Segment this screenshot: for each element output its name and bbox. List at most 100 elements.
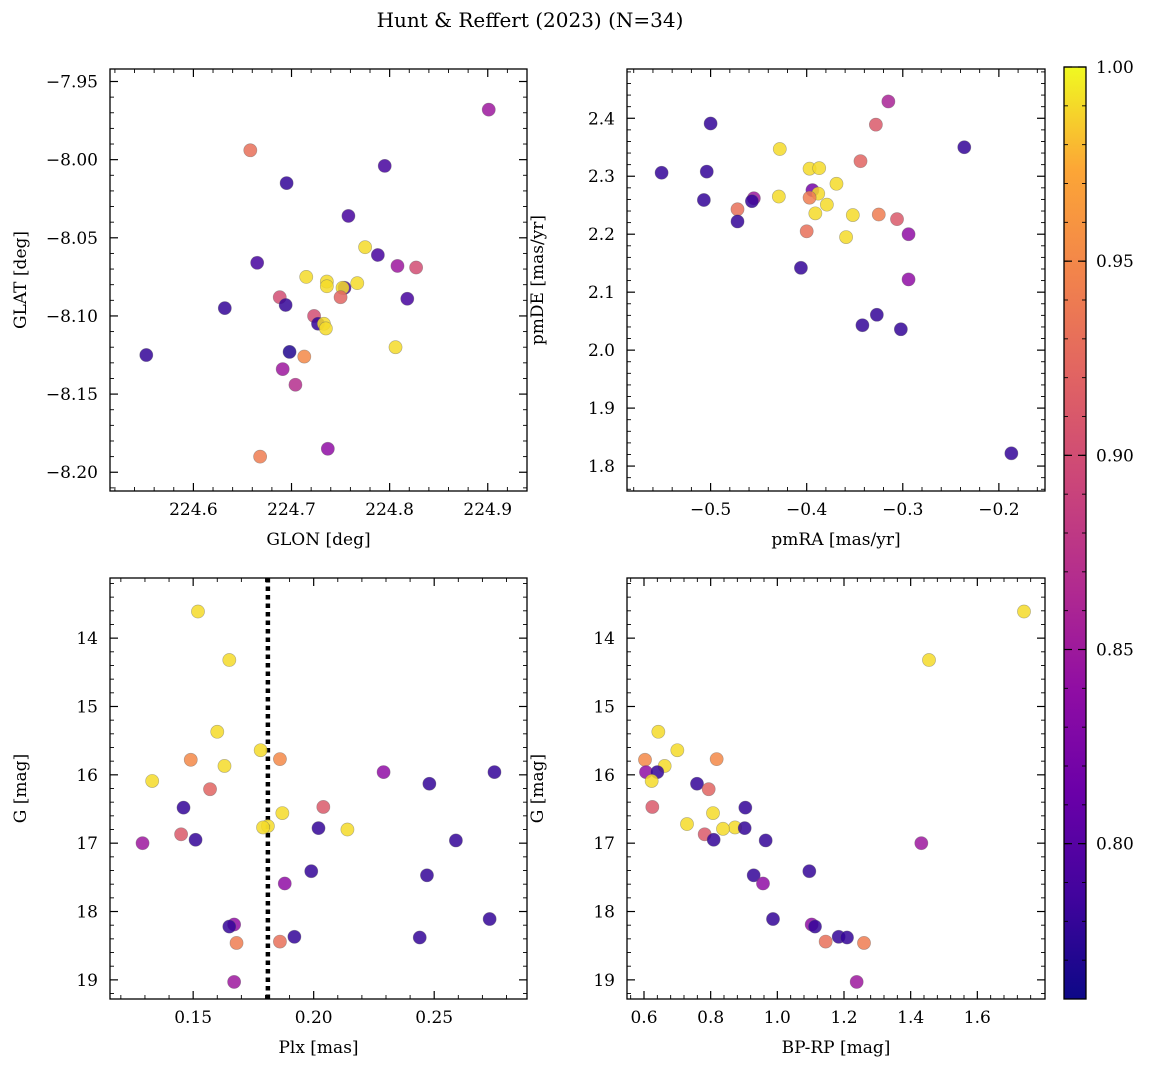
data-point xyxy=(420,868,434,883)
x-tick-label: −0.3 xyxy=(882,500,923,520)
x-tick-label: 224.9 xyxy=(463,500,512,520)
data-point xyxy=(699,164,714,179)
data-point xyxy=(448,833,463,848)
x-tick-label: 224.7 xyxy=(267,500,316,520)
x-tick-label: 0.25 xyxy=(415,1008,453,1028)
data-point xyxy=(703,116,718,131)
data-point xyxy=(222,653,237,667)
y-tick-label: 14 xyxy=(593,629,615,649)
data-point xyxy=(871,207,886,222)
data-point xyxy=(299,269,314,284)
data-point xyxy=(222,919,237,934)
y-tick-label: 18 xyxy=(593,903,615,923)
data-point xyxy=(745,194,759,209)
x-tick-label: 1.2 xyxy=(830,1008,857,1028)
minor-ticks xyxy=(110,578,527,999)
data-point xyxy=(287,929,302,944)
data-point xyxy=(191,604,205,619)
data-point xyxy=(377,159,392,173)
data-point xyxy=(217,759,232,773)
data-point xyxy=(701,782,716,797)
y-axis-label: GLAT [deg] xyxy=(11,231,31,329)
data-point xyxy=(901,227,916,242)
data-point xyxy=(737,821,752,836)
data-point xyxy=(706,832,721,847)
data-point xyxy=(139,348,154,362)
x-axis-label: BP-RP [mag] xyxy=(782,1038,891,1058)
y-tick-label: 15 xyxy=(76,697,98,717)
data-point xyxy=(644,774,659,788)
x-tick-label: 1.0 xyxy=(764,1008,791,1028)
data-point xyxy=(481,102,496,117)
data-point xyxy=(914,836,929,851)
major-ticks xyxy=(110,578,527,999)
x-tick-label: −0.4 xyxy=(786,500,827,520)
data-point xyxy=(304,864,319,879)
y-axis-label: G [mag] xyxy=(11,754,31,823)
data-point xyxy=(758,833,773,848)
x-tick-label: 224.6 xyxy=(169,500,218,520)
data-point xyxy=(869,307,884,322)
data-point xyxy=(412,930,427,945)
data-point xyxy=(638,752,652,767)
axes-frame xyxy=(626,577,1046,1000)
data-point xyxy=(893,322,908,337)
data-point xyxy=(670,743,685,758)
data-point xyxy=(340,822,355,837)
major-ticks xyxy=(110,69,527,491)
data-point xyxy=(279,176,294,190)
data-point xyxy=(829,176,844,191)
colorbar-tick-label: 0.85 xyxy=(1096,641,1134,661)
x-axis-label: pmRA [mas/yr] xyxy=(771,530,900,550)
data-point xyxy=(922,653,936,667)
y-tick-label: 2.2 xyxy=(588,225,615,245)
panel-plx-g: 0.15 0.20 0.25 14 15 16 17 18 19 Plx [mas] G [mag] xyxy=(11,577,528,1058)
data-point xyxy=(227,975,242,989)
data-point xyxy=(730,214,745,229)
x-axis-label: Plx [mas] xyxy=(278,1038,358,1058)
y-tick-label: −8.00 xyxy=(46,151,98,171)
x-tick-label: 0.15 xyxy=(174,1008,212,1028)
data-point xyxy=(799,224,814,239)
data-point xyxy=(203,782,217,797)
y-tick-label: −8.10 xyxy=(46,307,98,327)
data-point xyxy=(316,800,331,814)
data-point xyxy=(318,321,333,336)
colorbar: 0.80 0.85 0.90 0.95 1.00 xyxy=(1063,58,1134,1000)
x-tick-label: 0.8 xyxy=(697,1008,724,1028)
data-point xyxy=(690,776,704,791)
data-points xyxy=(139,102,496,464)
minor-ticks xyxy=(110,69,528,491)
x-axis-label: GLON [deg] xyxy=(266,530,370,550)
major-ticks xyxy=(627,578,1045,999)
data-point xyxy=(849,975,864,989)
data-point xyxy=(730,202,745,217)
y-tick-label: 16 xyxy=(76,766,98,786)
data-point xyxy=(176,800,191,815)
data-point xyxy=(840,930,854,945)
y-tick-label: 19 xyxy=(593,971,615,991)
data-point xyxy=(145,774,160,788)
data-point xyxy=(818,934,833,949)
y-tick-label: −8.05 xyxy=(46,229,98,249)
data-point xyxy=(210,724,225,739)
data-point xyxy=(881,94,896,109)
data-point xyxy=(135,836,150,851)
data-point xyxy=(808,919,822,934)
data-point xyxy=(174,827,189,842)
data-point xyxy=(409,260,424,275)
data-point xyxy=(282,344,297,359)
y-tick-label: 19 xyxy=(76,971,98,991)
colorbar-gradient xyxy=(1064,67,1086,999)
y-tick-label: 1.9 xyxy=(588,399,615,419)
data-point xyxy=(857,936,871,950)
data-points xyxy=(638,604,1031,989)
data-point xyxy=(320,441,335,456)
axes-frame xyxy=(109,577,528,1000)
data-point xyxy=(288,377,303,392)
x-tick-label: 224.8 xyxy=(365,500,414,520)
y-tick-label: 2.1 xyxy=(588,283,615,303)
colorbar-tick-label: 1.00 xyxy=(1096,58,1134,78)
figure-title: Hunt & Reffert (2023) (N=34) xyxy=(377,8,684,32)
